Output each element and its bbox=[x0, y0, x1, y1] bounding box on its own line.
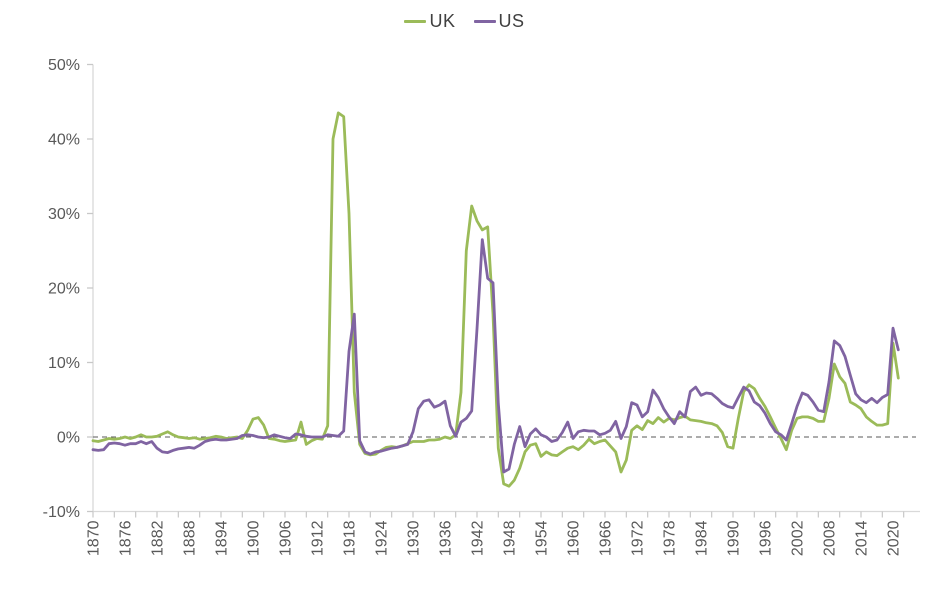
x-tick-label: 1924 bbox=[374, 520, 391, 556]
legend-item-uk: UK bbox=[404, 11, 455, 32]
series-line-us bbox=[91, 238, 900, 474]
series-line-uk bbox=[91, 111, 900, 488]
legend-label-us: US bbox=[498, 11, 525, 31]
x-tick-label: 1900 bbox=[246, 520, 263, 556]
x-tick-label: 1954 bbox=[534, 520, 551, 556]
x-tick-label: 1906 bbox=[278, 520, 295, 556]
x-tick-label: 2008 bbox=[822, 520, 839, 556]
y-tick-label: 50% bbox=[48, 57, 80, 74]
y-tick-label: 40% bbox=[48, 132, 80, 149]
x-tick-label: 1984 bbox=[694, 520, 711, 556]
x-tick-label: 1990 bbox=[726, 520, 743, 556]
y-tick-label: 0% bbox=[57, 430, 80, 447]
x-tick-label: 2002 bbox=[790, 520, 807, 556]
x-tick-label: 1972 bbox=[630, 520, 647, 556]
x-tick-label: 1996 bbox=[758, 520, 775, 556]
us-line-swatch bbox=[473, 20, 496, 23]
x-tick-label: 1978 bbox=[662, 520, 679, 556]
x-tick-label: 2014 bbox=[854, 520, 871, 556]
x-tick-label: 1882 bbox=[150, 520, 167, 556]
chart-legend: UK US bbox=[0, 11, 929, 32]
x-tick-label: 1870 bbox=[86, 520, 103, 556]
x-tick-label: 1876 bbox=[118, 520, 135, 556]
y-tick-label: 30% bbox=[48, 206, 80, 223]
x-tick-label: 1888 bbox=[182, 520, 199, 556]
y-tick-label: 20% bbox=[48, 281, 80, 298]
x-tick-label: 1918 bbox=[342, 520, 359, 556]
x-tick-label: 1942 bbox=[470, 520, 487, 556]
x-tick-label: 1894 bbox=[214, 520, 231, 556]
legend-label-uk: UK bbox=[429, 11, 456, 31]
y-tick-label: 10% bbox=[48, 355, 80, 372]
x-tick-label: 1930 bbox=[406, 520, 423, 556]
legend-item-us: US bbox=[473, 11, 525, 32]
x-tick-label: 1948 bbox=[502, 520, 519, 556]
x-tick-label: 1912 bbox=[310, 520, 327, 556]
y-tick-label: -10% bbox=[43, 504, 80, 521]
x-tick-label: 1960 bbox=[566, 520, 583, 556]
uk-line-swatch bbox=[404, 20, 427, 23]
x-tick-label: 1966 bbox=[598, 520, 615, 556]
x-tick-label: 2020 bbox=[886, 520, 903, 556]
x-tick-label: 1936 bbox=[438, 520, 455, 556]
